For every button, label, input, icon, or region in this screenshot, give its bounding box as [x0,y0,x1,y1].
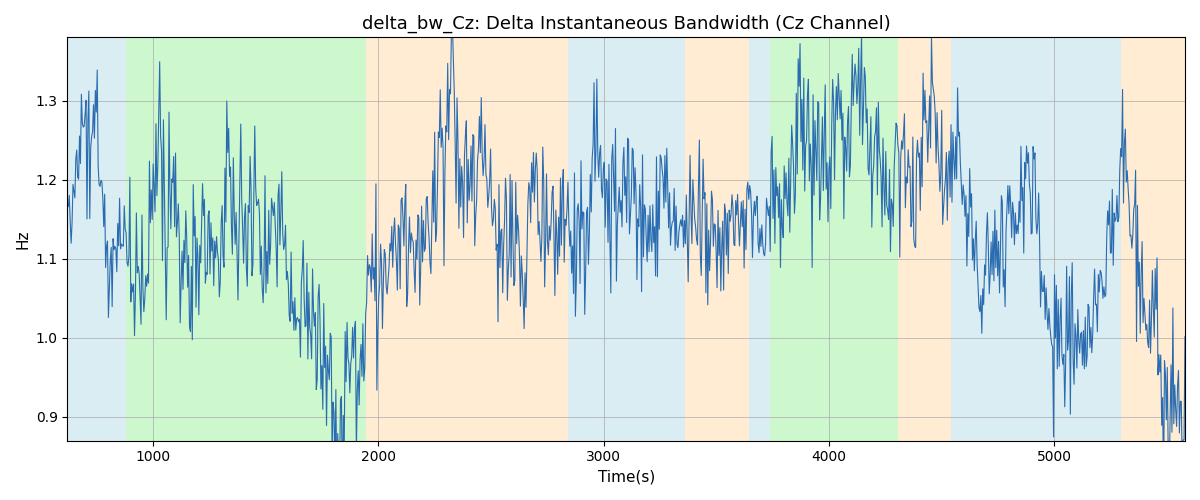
Bar [1121,38,1186,440]
Bar [685,38,749,440]
Bar [749,38,770,440]
X-axis label: Time(s): Time(s) [598,470,655,485]
Bar [126,38,366,440]
Bar [366,38,568,440]
Bar [67,38,126,440]
Bar [950,38,1121,440]
Bar [770,38,898,440]
Bar [898,38,950,440]
Y-axis label: Hz: Hz [16,230,30,249]
Bar [568,38,685,440]
Title: delta_bw_Cz: Delta Instantaneous Bandwidth (Cz Channel): delta_bw_Cz: Delta Instantaneous Bandwid… [362,15,890,34]
